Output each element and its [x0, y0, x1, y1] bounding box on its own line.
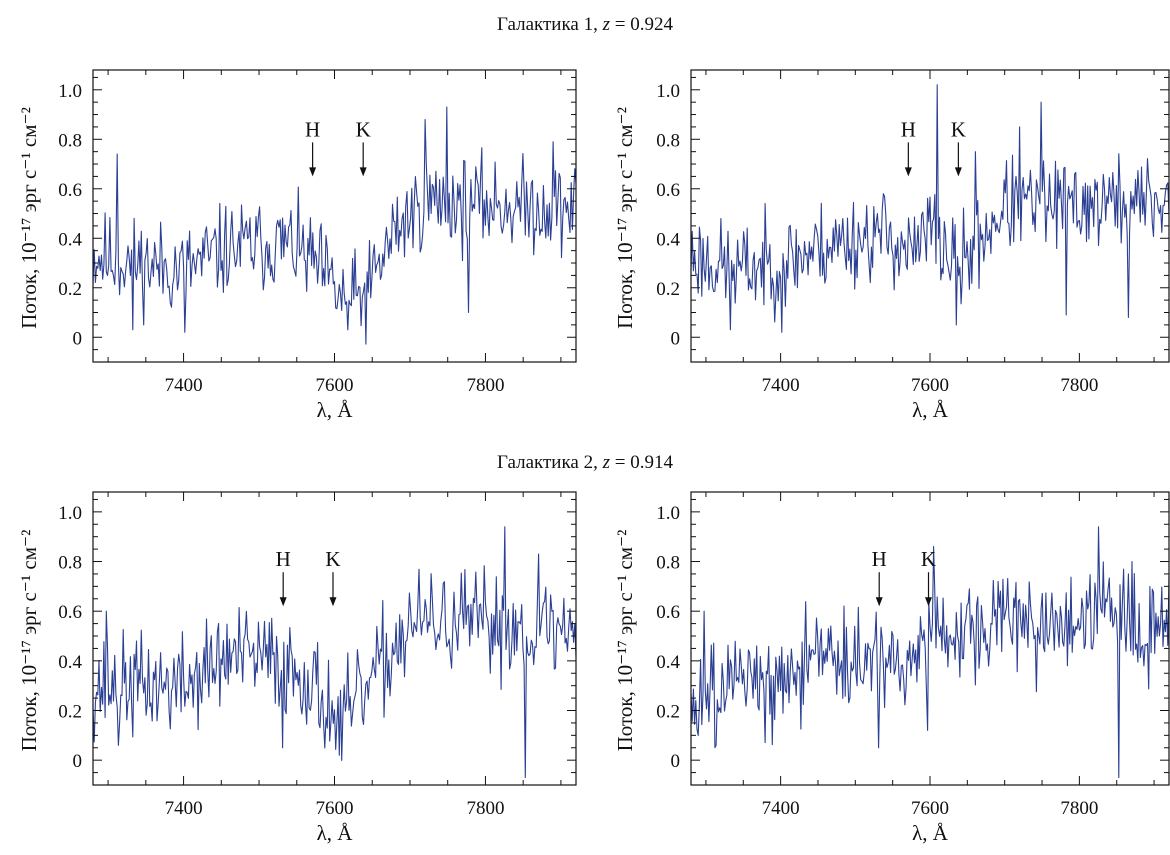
- plot-frame: [92, 69, 577, 363]
- marker-h-arrow-head: [875, 597, 883, 607]
- spectrum-panel-g2-left: 7400 7600 7800 0 0.2 0.4 0.6 0.8 1.0 λ, Å Поток, 1…: [17, 491, 577, 845]
- y-tick-label: 0.8: [656, 130, 680, 151]
- y-tick-label: 0.2: [58, 279, 82, 300]
- spectrum-panel-g2-right: 7400 7600 7800 0 0.2 0.4 0.6 0.8 1.0 λ, Å Поток, 1…: [613, 491, 1170, 845]
- spectrum-line: [93, 106, 576, 345]
- x-tick-label: 7800: [466, 798, 504, 819]
- y-tick-label: 0.8: [58, 130, 82, 151]
- x-tick-label: 7800: [1060, 798, 1098, 819]
- spectrum-panel-g1-left: 7400 7600 7800 0 0.2 0.4 0.6 0.8 1.0 λ, Å Поток, 1…: [17, 69, 577, 422]
- x-tick-label: 7600: [911, 798, 949, 819]
- marker-h-label: H: [872, 547, 887, 571]
- marker-h-arrow-head: [904, 167, 912, 177]
- y-tick-label: 0.6: [656, 180, 680, 201]
- group-1-title: Галактика 1, z = 0.924: [0, 14, 1170, 36]
- y-tick-label: 0: [73, 751, 83, 772]
- y-tick-label: 0.6: [58, 180, 82, 201]
- x-tick-label: 7400: [165, 798, 203, 819]
- marker-k-arrow-head: [954, 167, 962, 177]
- marker-k-label: K: [356, 117, 371, 141]
- y-tick-label: 0.4: [656, 229, 680, 250]
- marker-h-arrow-head: [279, 597, 287, 607]
- group-1-z-symbol: z: [602, 14, 611, 35]
- y-tick-label: 0: [73, 328, 83, 349]
- marker-h-label: H: [305, 117, 320, 141]
- y-tick-label: 0: [671, 328, 681, 349]
- y-tick-label: 0.4: [58, 652, 82, 673]
- plot-frame: [92, 491, 577, 786]
- y-tick-label: 0.8: [58, 553, 82, 574]
- y-tick-label: 0.2: [58, 702, 82, 723]
- x-axis-label: λ, Å: [317, 821, 354, 845]
- y-tick-label: 0.8: [656, 553, 680, 574]
- x-tick-label: 7600: [316, 375, 354, 396]
- y-tick-label: 0.6: [58, 602, 82, 623]
- marker-h-label: H: [276, 547, 291, 571]
- y-tick-label: 0: [671, 751, 681, 772]
- x-tick-label: 7400: [762, 798, 800, 819]
- marker-k-label: K: [951, 117, 966, 141]
- y-tick-label: 0.4: [656, 652, 680, 673]
- x-axis-label: λ, Å: [317, 398, 354, 422]
- x-axis-label: λ, Å: [912, 821, 949, 845]
- x-axis-label: λ, Å: [912, 398, 949, 422]
- y-tick-label: 0.4: [58, 229, 82, 250]
- marker-k-arrow-head: [359, 167, 367, 177]
- marker-k-label: K: [325, 547, 340, 571]
- spectrum-line: [93, 526, 576, 779]
- spectrum-line: [691, 526, 1169, 779]
- x-tick-label: 7600: [911, 375, 949, 396]
- marker-h-arrow-head: [309, 167, 317, 177]
- y-axis-label: Поток, 10⁻¹⁷ эрг с⁻¹ см⁻²: [17, 107, 41, 329]
- y-axis-label: Поток, 10⁻¹⁷ эрг с⁻¹ см⁻²: [613, 107, 637, 329]
- y-tick-label: 1.0: [656, 503, 680, 524]
- y-axis-label: Поток, 10⁻¹⁷ эрг с⁻¹ см⁻²: [17, 530, 41, 752]
- x-tick-label: 7800: [1060, 375, 1098, 396]
- x-tick-label: 7400: [762, 375, 800, 396]
- group-2-title-text: Галактика 2,: [497, 452, 603, 473]
- marker-k-arrow-head: [925, 597, 933, 607]
- marker-k-label: K: [921, 547, 936, 571]
- group-1-z-value: = 0.924: [610, 14, 673, 35]
- y-tick-label: 1.0: [656, 81, 680, 102]
- plot-frame: [690, 491, 1170, 786]
- y-axis-label: Поток, 10⁻¹⁷ эрг с⁻¹ см⁻²: [613, 530, 637, 752]
- group-2-z-value: = 0.914: [610, 452, 673, 473]
- group-2-z-symbol: z: [602, 452, 611, 473]
- y-tick-label: 1.0: [58, 503, 82, 524]
- spectrum-panel-g1-right: 7400 7600 7800 0 0.2 0.4 0.6 0.8 1.0 λ, Å Поток, 1…: [613, 69, 1170, 422]
- y-tick-label: 1.0: [58, 81, 82, 102]
- x-tick-label: 7800: [466, 375, 504, 396]
- x-tick-label: 7600: [316, 798, 354, 819]
- y-tick-label: 0.2: [656, 279, 680, 300]
- marker-k-arrow-head: [329, 597, 337, 607]
- marker-h-label: H: [901, 117, 916, 141]
- group-2-title: Галактика 2, z = 0.914: [0, 452, 1170, 474]
- y-tick-label: 0.6: [656, 602, 680, 623]
- spectrum-line: [691, 84, 1169, 333]
- y-tick-label: 0.2: [656, 702, 680, 723]
- x-tick-label: 7400: [165, 375, 203, 396]
- group-1-title-text: Галактика 1,: [497, 14, 603, 35]
